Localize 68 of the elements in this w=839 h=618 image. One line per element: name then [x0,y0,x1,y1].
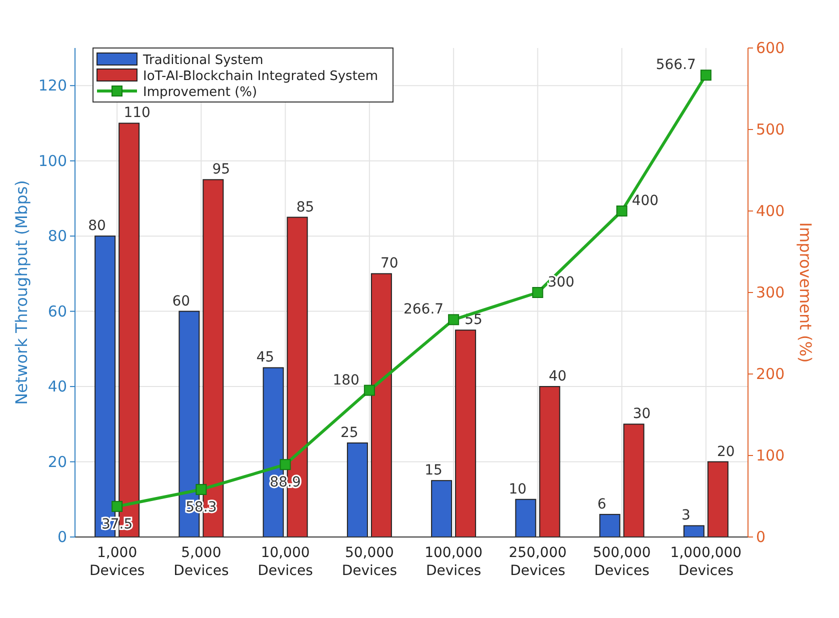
data-label: 37.5 [101,516,133,532]
data-label: 80 [88,218,106,234]
x-tick-label: 10,000 Devices [258,545,313,579]
bar [431,480,452,538]
data-label: 45 [256,350,274,366]
data-label: 60 [172,293,190,310]
point [700,70,712,81]
point [280,459,291,470]
x-tick-label: 500,000 Devices [592,545,651,579]
point [196,484,207,495]
y-axis-title: Network Throughput (Mbps) [12,180,31,405]
bar [599,514,620,538]
y2-axis-title: Improvement (%) [796,222,815,363]
data-label: 180 [332,372,360,388]
point [616,206,628,216]
data-label: 566.7 [656,57,696,74]
y-tick-label: 0 [57,528,67,546]
x-tick-label: 5,000 Devices [174,545,229,579]
x-tick-label: 1,000 Devices [89,545,145,579]
y2-tick-label: 600 [756,39,785,57]
point [532,287,544,298]
bar [370,273,392,538]
bar [707,461,728,538]
bar [539,386,560,538]
data-label: 95 [212,162,230,178]
data-label: 400 [632,193,659,209]
y2-tick-label: 0 [756,528,766,546]
point [364,384,375,396]
y2-tick-label: 400 [756,202,785,220]
x-tick-label: 100,000 Devices [424,545,483,579]
bar [515,498,536,538]
y2-tick-label: 100 [756,446,785,464]
bar [683,525,704,538]
data-label: 70 [380,256,398,272]
y-tick-label: 60 [48,302,67,320]
y-tick-label: 80 [48,227,67,246]
data-label: 3 [681,508,690,524]
bar [346,442,368,538]
data-label: 10 [508,481,527,498]
data-label: 40 [548,368,567,385]
y-tick-label: 100 [38,152,67,170]
data-label: 266.7 [403,302,444,318]
data-label: 88.9 [270,474,301,491]
data-label: 58.3 [186,499,217,516]
y-tick-label: 40 [48,378,67,396]
data-label: 15 [424,462,442,479]
legend-label: Improvement (%) [143,85,258,100]
data-label: 6 [597,496,606,512]
bar [455,330,476,538]
point [112,500,123,512]
legend-label: Traditional System [142,53,264,68]
y2-tick-label: 500 [756,120,785,138]
data-label: 25 [340,424,358,441]
bar [623,424,644,538]
x-tick-label: 50,000 Devices [342,545,398,579]
data-label: 110 [124,105,150,122]
y-tick-label: 120 [38,76,67,95]
legend-label: IoT-AI-Blockchain Integrated System [143,69,378,84]
y-tick-label: 20 [48,452,67,471]
data-label: 20 [717,444,735,460]
x-tick-label: 250,000 Devices [508,545,567,579]
y2-tick-label: 300 [756,284,785,302]
data-label: 300 [548,274,574,290]
x-tick-label: 1,000,000 Devices [670,545,742,579]
data-label: 85 [296,199,314,216]
y2-tick-label: 200 [756,365,785,383]
point [448,314,460,326]
data-label: 30 [632,406,651,422]
